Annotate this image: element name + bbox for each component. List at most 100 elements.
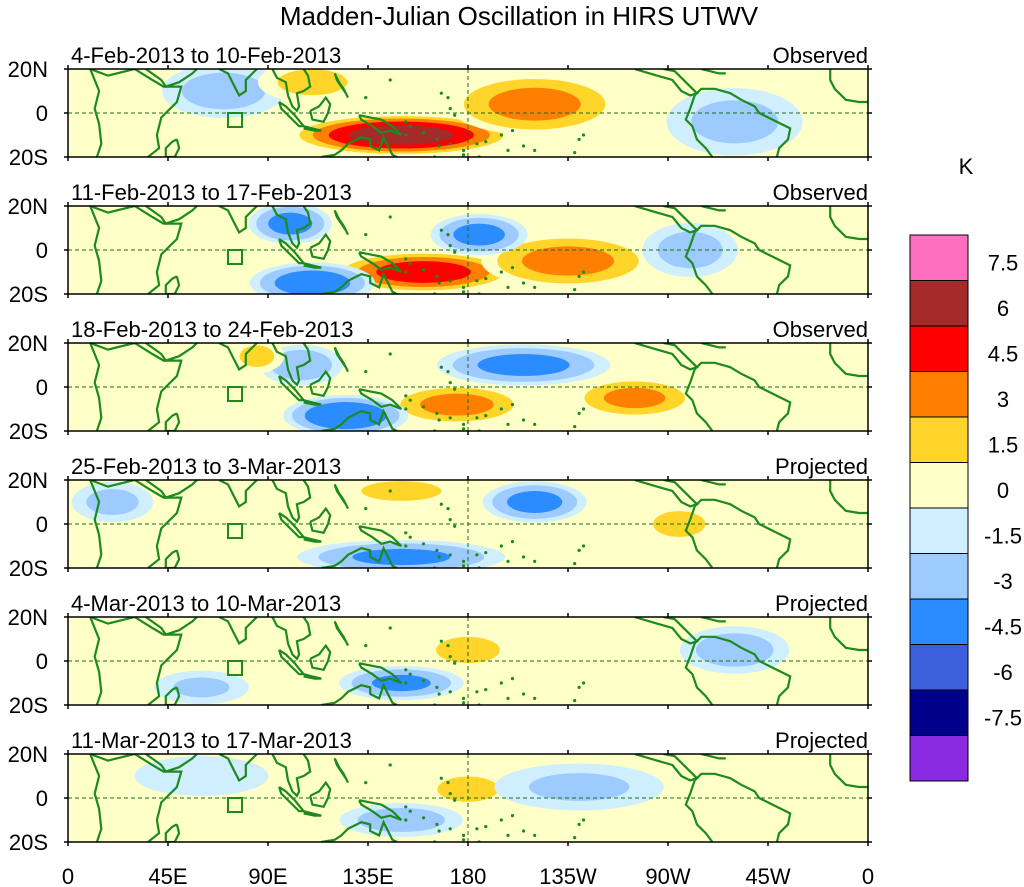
coastline (701, 617, 726, 623)
anomaly-contour (657, 231, 723, 269)
island (510, 540, 515, 544)
island (404, 531, 408, 535)
island (446, 96, 450, 100)
island (388, 78, 392, 82)
island (437, 418, 441, 422)
coastline (321, 682, 398, 705)
island (521, 555, 526, 559)
island (577, 137, 581, 141)
panel-2: 20N 0 20S 11-Feb-2013 to 17-Feb-2013 Observe… (8, 180, 872, 307)
region-box (227, 797, 243, 813)
island (421, 679, 426, 683)
coastline (218, 206, 258, 234)
island (461, 701, 466, 705)
coastline (164, 549, 181, 568)
anomaly-contour (477, 354, 570, 376)
panel-6: 20N 0 20S 11-Mar-2013 to 17-Mar-2013 Project… (8, 728, 872, 855)
colorbar-label: 3 (997, 387, 1009, 412)
panel-period-label: 25-Feb-2013 to 3-Mar-2013 (71, 454, 341, 479)
coastline (321, 545, 398, 568)
island (506, 285, 510, 289)
island (577, 685, 581, 690)
anomaly-contour (274, 270, 351, 294)
colorbar-swatch (909, 416, 969, 463)
x-tick-label: 135E (342, 864, 393, 887)
colorbar-label: 1.5 (988, 433, 1019, 458)
panel-period-label: 4-Mar-2013 to 10-Mar-2013 (71, 591, 341, 616)
colorbar-swatch (909, 462, 969, 509)
island (364, 644, 368, 648)
coastline (634, 206, 699, 234)
island (484, 140, 488, 144)
coastline (333, 620, 349, 647)
anomaly-contour (181, 72, 266, 110)
island (448, 279, 452, 283)
coastline (693, 635, 792, 705)
coastline (89, 754, 183, 842)
x-tick-label: 90W (645, 864, 690, 887)
coastline (89, 617, 103, 705)
island (510, 677, 515, 681)
colorbar-swatch (909, 234, 969, 281)
y-tick-label: 0 (36, 786, 48, 811)
island (446, 507, 450, 511)
panel-period-label: 11-Mar-2013 to 17-Mar-2013 (71, 728, 352, 753)
island (388, 626, 392, 630)
island (581, 544, 586, 548)
coastline (701, 206, 726, 212)
island (435, 822, 439, 827)
island (448, 792, 452, 796)
panel-1: 20N 0 20S 4-Feb-2013 to 10-Feb-2013 Observed (8, 43, 872, 170)
coastline (218, 69, 258, 97)
anomaly-contour (173, 677, 230, 698)
coastline (89, 206, 183, 294)
coastline (321, 271, 398, 294)
panel-3: 20N 0 20S 18-Feb-2013 to 24-Feb-2013 Observe… (8, 317, 872, 444)
panel-period-label: 4-Feb-2013 to 10-Feb-2013 (71, 43, 341, 68)
coastline (829, 480, 868, 515)
panel-period-label: 18-Feb-2013 to 24-Feb-2013 (71, 317, 354, 342)
x-tick-label: 45E (148, 864, 187, 887)
island (521, 692, 526, 696)
anomaly-contour (507, 491, 563, 513)
coastline (684, 95, 714, 157)
island (577, 411, 581, 415)
coastline (701, 754, 726, 760)
island (437, 829, 441, 833)
coastline (303, 673, 322, 680)
coastline (634, 754, 699, 782)
island (364, 233, 368, 237)
island (533, 833, 537, 838)
island (475, 142, 479, 146)
island (404, 120, 408, 124)
y-tick-label: 20S (9, 419, 48, 444)
coastline (309, 780, 332, 809)
island (510, 266, 515, 270)
island (388, 489, 392, 493)
colorbar-label: 6 (997, 296, 1009, 321)
x-tick-label: 0 (62, 864, 74, 887)
x-tick-label: 0 (862, 864, 874, 887)
island (453, 661, 457, 665)
coastline (89, 343, 103, 431)
island (461, 833, 466, 838)
island (446, 233, 450, 237)
colorbar: K 7.5 6 4.5 3 1.5 0 -1.5 -3 -4.5 -6 -7.5 (909, 154, 1022, 782)
coastline (278, 375, 306, 402)
anomaly-contour (239, 345, 275, 367)
anomaly-contour (277, 69, 348, 96)
island (577, 822, 581, 827)
island (448, 553, 452, 557)
coastline (218, 343, 258, 371)
island (521, 418, 526, 422)
island (533, 285, 537, 289)
coastline (321, 134, 398, 157)
island (510, 403, 515, 407)
region-box (227, 112, 243, 128)
coastline (684, 369, 714, 431)
island (388, 763, 392, 767)
island (506, 148, 510, 152)
island (475, 279, 479, 283)
coastline (333, 483, 349, 510)
coastline (701, 343, 726, 349)
